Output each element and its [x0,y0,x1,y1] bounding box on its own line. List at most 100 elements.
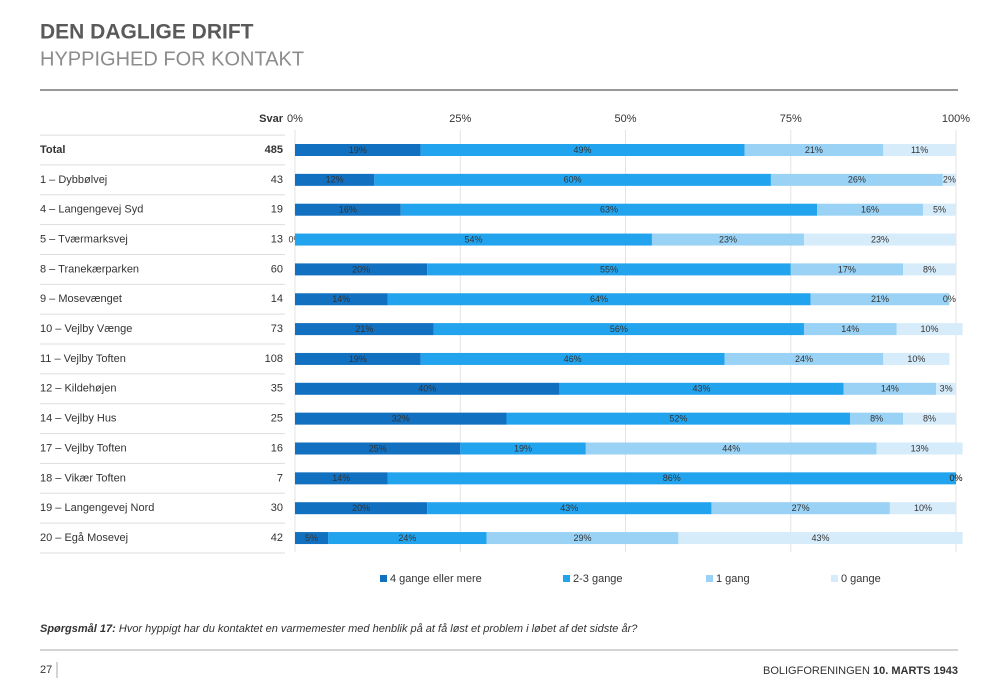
row-label: 14 – Vejlby Hus [40,413,117,425]
row-label: 4 – Langengevej Syd [40,204,143,216]
segment-label: 3% [940,384,953,394]
segment-label: 8% [870,414,883,424]
legend-swatch [706,575,713,582]
bar-segment [711,502,890,515]
segment-label: 8% [923,414,936,424]
segment-label: 23% [719,234,737,244]
segment-label: 14% [881,384,899,394]
bar-segment [295,323,434,336]
bar-segment [790,263,904,276]
bar-segment [724,352,884,365]
segment-label: 10% [914,503,932,513]
bar-segment [883,352,950,365]
row-label: 19 – Langengevej Nord [40,502,154,514]
row-label: 11 – Vejlby Toften [40,353,126,365]
legend-label: 4 gange eller mere [390,573,482,585]
segment-label: 5% [933,205,946,215]
row-label: 18 – Vikær Toften [40,472,126,484]
legend-swatch [831,575,838,582]
bar-segment [889,502,956,515]
bar-segment [295,173,375,186]
page-number: 27 [40,664,52,676]
segment-label: 0% [949,473,962,483]
footer-org: BOLIGFORENINGEN 10. MARTS 1943 [763,665,958,677]
bar-segment [295,442,461,455]
bar-segment [295,412,507,425]
response-count: 25 [271,413,283,425]
bar-segment [387,293,811,306]
bar-segment [374,173,771,186]
segment-label: 19% [349,354,367,364]
response-count: 13 [271,233,283,245]
segment-label: 46% [564,354,582,364]
response-count: 42 [271,532,283,544]
bar-segment [400,203,818,216]
segment-label: 10% [907,354,925,364]
bar-segment [420,352,725,365]
segment-label: 44% [722,443,740,453]
segment-label: 25% [369,443,387,453]
bar-segment [420,144,745,156]
segment-label: 14% [332,473,350,483]
response-count: 14 [271,293,283,305]
row-label: 1 – Dybbølvej [40,174,107,186]
segment-label: 49% [574,145,592,155]
bar-segment [295,203,401,216]
bar-segment [295,233,652,246]
x-tick-label: 100% [942,113,970,125]
bar-segment [936,382,956,395]
segment-label: 29% [574,533,592,543]
x-tick-label: 25% [449,113,471,125]
segment-label: 19% [349,145,367,155]
bar-segment [486,532,679,545]
bar-segment [883,144,956,156]
response-count: 108 [265,353,283,365]
bar-segment [903,263,956,276]
legend-label: 2-3 gange [573,573,623,585]
footnote-text: Hvor hyppigt har du kontaktet en varmeme… [116,623,638,635]
segment-label: 0% [949,473,962,483]
segment-label: 27% [792,503,810,513]
segment-label: 21% [871,294,889,304]
bar-segment [295,502,428,515]
legend-label: 0 gange [841,573,881,585]
bar-segment [460,442,586,455]
bar-segment [295,263,428,276]
segment-label: 12% [326,175,344,185]
response-count: 43 [271,174,283,186]
segment-label: 24% [795,354,813,364]
segment-label: 40% [418,384,436,394]
row-label: 9 – Mosevænget [40,293,122,305]
bar-segment [810,293,950,306]
bar-segment [427,263,791,276]
response-count: 60 [271,263,283,275]
title: DEN DAGLIGE DRIFT [40,21,254,44]
segment-label: 0% [943,294,956,304]
segment-label: 2% [943,175,956,185]
bar-segment [770,173,943,186]
segment-label: 16% [861,205,879,215]
response-header: Svar [259,113,284,125]
bar-segment [585,442,877,455]
footnote-label: Spørgsmål 17: [40,623,116,635]
segment-label: 43% [560,503,578,513]
segment-label: 21% [355,324,373,334]
segment-label: 26% [848,175,866,185]
segment-label: 63% [600,205,618,215]
row-label: Total [40,144,65,156]
segment-label: 16% [339,205,357,215]
bar-segment [744,144,884,156]
bar-segment [678,532,963,545]
segment-label: 14% [841,324,859,334]
bar-segment [295,382,560,395]
segment-label: 54% [464,234,482,244]
legend-swatch [563,575,570,582]
segment-label: 55% [600,264,618,274]
row-label: 20 – Egå Mosevej [40,532,128,544]
x-tick-label: 75% [780,113,802,125]
bar-segment [559,382,844,395]
response-count: 485 [265,144,283,156]
segment-label: 13% [911,443,929,453]
response-count: 73 [271,323,283,335]
